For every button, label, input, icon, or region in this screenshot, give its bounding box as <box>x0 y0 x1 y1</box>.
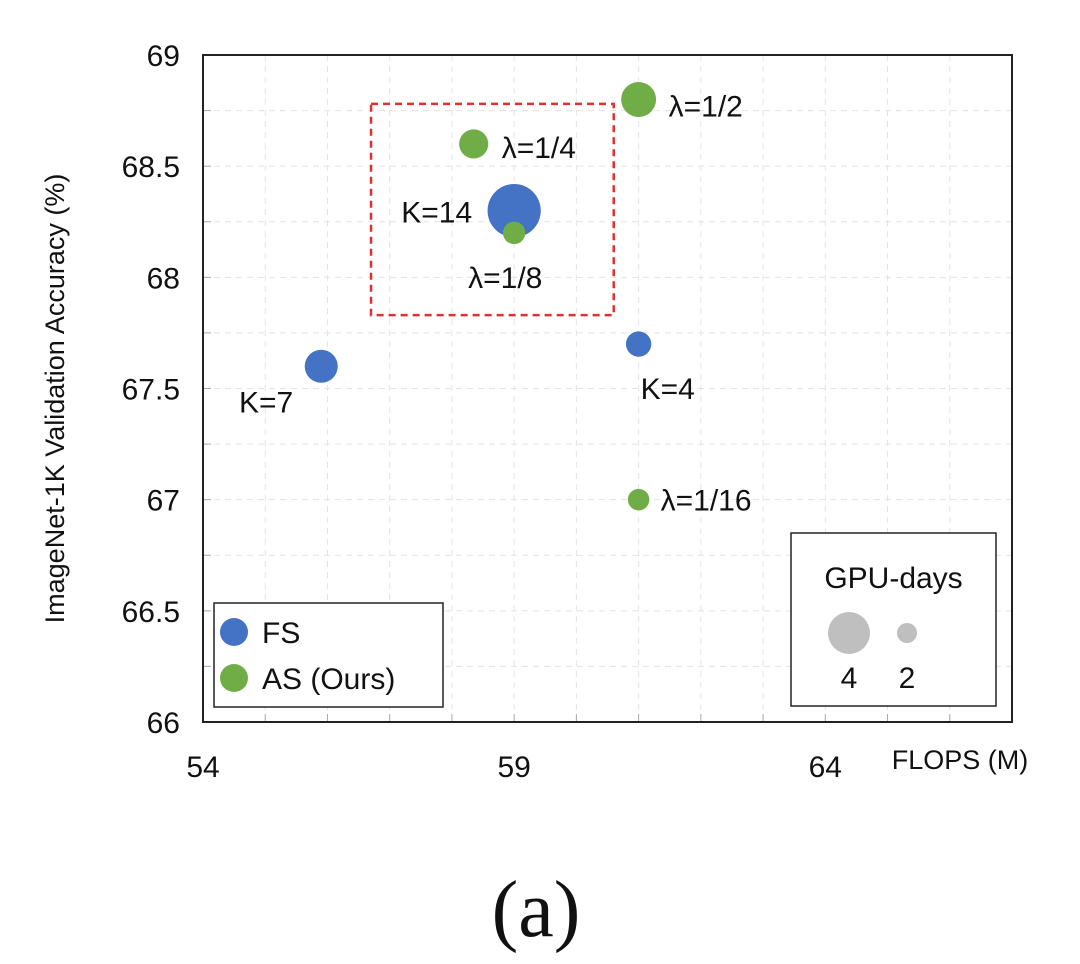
point-label: λ=1/2 <box>669 90 743 123</box>
point-label: λ=1/8 <box>468 262 542 295</box>
point-label: λ=1/4 <box>502 132 576 165</box>
legend-marker <box>220 618 248 646</box>
y-tick-label: 67 <box>147 485 180 518</box>
y-tick-label: 67.5 <box>122 374 180 407</box>
highlight-box <box>369 102 615 317</box>
y-tick-label: 69 <box>147 40 180 73</box>
data-point <box>487 184 541 238</box>
y-axis-title: ImageNet-1K Validation Accuracy (%) <box>40 174 70 624</box>
series-legend <box>213 602 444 708</box>
x-tick-label: 54 <box>186 751 219 784</box>
point-label: λ=1/16 <box>661 485 752 518</box>
legend-label: FS <box>262 617 300 650</box>
y-tick-label: 66.5 <box>122 596 180 629</box>
data-point <box>625 331 652 357</box>
size-legend-title: GPU-days <box>824 562 962 595</box>
data-point <box>304 349 338 383</box>
plot-frame <box>202 54 1013 723</box>
x-tick-label: 64 <box>809 751 842 784</box>
size-legend-label: 2 <box>899 662 916 695</box>
x-axis-title: FLOPS (M) <box>892 745 1029 775</box>
y-tick-label: 68.5 <box>122 151 180 184</box>
data-point <box>502 221 526 245</box>
point-label: K=14 <box>401 197 472 230</box>
size-legend-marker <box>897 623 917 643</box>
x-tick-label: 59 <box>497 751 530 784</box>
size-legend-label: 4 <box>841 662 858 695</box>
data-point <box>627 488 650 511</box>
size-legend <box>790 532 997 707</box>
point-label: K=7 <box>239 386 293 419</box>
legend-marker <box>220 664 248 692</box>
data-point <box>459 129 489 159</box>
y-tick-label: 66 <box>147 707 180 740</box>
legend-label: AS (Ours) <box>262 663 395 696</box>
point-label: K=4 <box>641 373 695 406</box>
data-point <box>621 81 657 117</box>
size-legend-marker <box>828 612 870 654</box>
y-tick-label: 68 <box>147 262 180 295</box>
figure-caption: (a) <box>492 866 581 954</box>
